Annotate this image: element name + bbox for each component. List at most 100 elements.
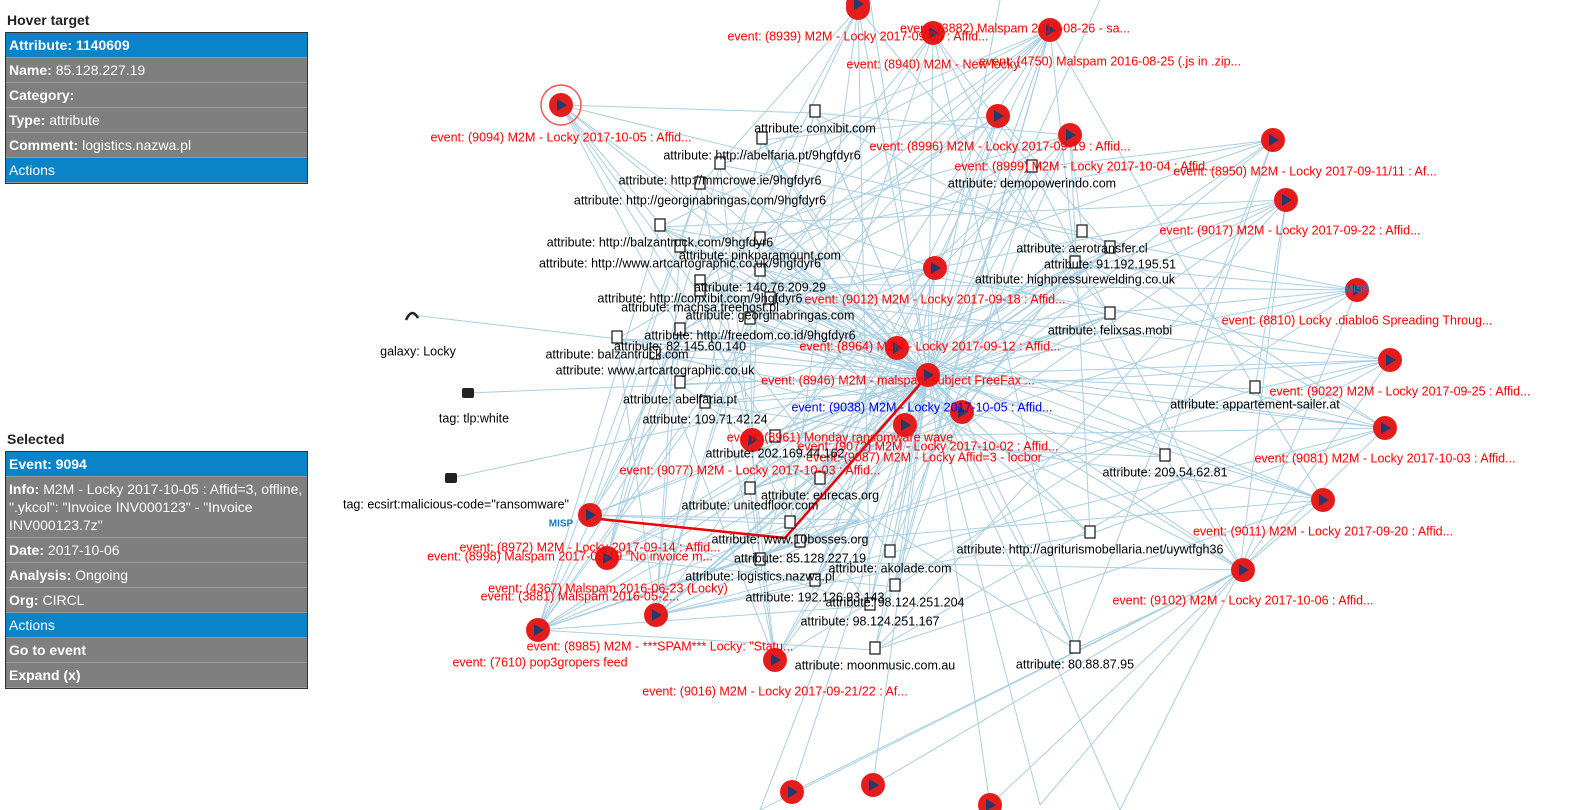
- event-label[interactable]: event: (8810) Locky .diablo6 Spreading T…: [1222, 313, 1493, 327]
- action-item[interactable]: Expand (x): [6, 663, 307, 688]
- attribute-label[interactable]: attribute: moonmusic.com.au: [795, 658, 956, 672]
- edge: [749, 289, 1358, 491]
- attribute-label[interactable]: attribute: 209.54.62.81: [1102, 465, 1227, 479]
- attribute-label[interactable]: attribute: www.10bosses.org: [711, 532, 868, 546]
- event-icon: [603, 552, 613, 564]
- edge: [749, 319, 929, 376]
- edge: [927, 232, 1083, 376]
- event-label[interactable]: event: (8985) M2M - ***SPAM*** Locky: "S…: [527, 639, 794, 653]
- attribute-label[interactable]: attribute: 192.126.93.143: [745, 590, 884, 604]
- event-label[interactable]: event: (8940) M2M - New locky: [847, 57, 1021, 71]
- attribute-label[interactable]: attribute: logistics.nazwa.pl: [685, 569, 834, 583]
- event-label[interactable]: event: (9102) M2M - Locky 2017-10-06 : A…: [1112, 593, 1373, 607]
- edge: [889, 134, 1071, 554]
- edge: [791, 374, 929, 793]
- event-label[interactable]: event: (9077) M2M - Locky 2017-10-03 : A…: [619, 463, 880, 477]
- event-label[interactable]: event: (9012) M2M - Locky 2017-09-18 : A…: [804, 292, 1065, 306]
- event-label[interactable]: event: (7610) pop3gropers feed: [452, 655, 627, 669]
- edge: [1119, 569, 1241, 810]
- edge: [751, 439, 761, 562]
- attribute-label[interactable]: attribute: 202.169.44.162: [705, 446, 844, 460]
- attribute-label[interactable]: attribute: 80.88.87.95: [1016, 657, 1134, 671]
- event-label[interactable]: event: (9087) M2M - Locky Affid=3 - locb…: [806, 450, 1042, 464]
- attribute-label[interactable]: attribute: pinkparamount.com: [679, 248, 841, 262]
- event-label[interactable]: event: (8996) M2M - Locky 2017-09-19 : A…: [869, 139, 1130, 153]
- edge: [774, 519, 861, 661]
- attribute-label[interactable]: attribute: http://freedom.co.id/9hgfdyr6: [644, 328, 855, 342]
- attribute-label[interactable]: attribute: http://abelfaria.pt/9hgfdyr6: [663, 148, 860, 162]
- attribute-label[interactable]: attribute: 98.124.251.204: [825, 595, 964, 609]
- event-label[interactable]: event: (9016) M2M - Locky 2017-09-21/22 …: [642, 684, 907, 698]
- attribute-icon: [694, 176, 706, 190]
- attribute-label[interactable]: attribute: http://conxibit.com/9hgfdyr6: [598, 291, 803, 305]
- field-row: Date: 2017-10-06: [6, 538, 307, 563]
- attribute-label[interactable]: attribute: 91.192.195.51: [1044, 257, 1176, 271]
- attribute-label[interactable]: attribute: http://agriturismobellaria.ne…: [957, 542, 1224, 556]
- attribute-label[interactable]: attribute: 109.71.42.24: [642, 412, 767, 426]
- edge: [1164, 139, 1274, 458]
- attribute-label[interactable]: attribute: akolade.com: [829, 561, 952, 575]
- edge: [751, 439, 791, 525]
- event-label[interactable]: event: (3881) Malspam 2016-05-2...: [481, 589, 680, 603]
- attribute-label[interactable]: attribute: eurecas.org: [761, 488, 879, 502]
- attribute-label[interactable]: attribute: aerotransfer.cl: [1016, 241, 1147, 255]
- attribute-label[interactable]: attribute: 82.145.60.140: [614, 339, 746, 353]
- edge: [560, 104, 1091, 535]
- event-label[interactable]: event: (8964) M2M - Locky 2017-09-12 : A…: [799, 339, 1060, 353]
- event-label[interactable]: event: (9017) M2M - Locky 2017-09-22 : A…: [1159, 223, 1420, 237]
- event-label[interactable]: event: (9038) M2M - Locky 2017-10-05 : A…: [791, 400, 1052, 414]
- edge: [655, 519, 861, 616]
- event-label[interactable]: event: (8998) Malspam 2017-09-19 "No inv…: [427, 549, 713, 563]
- attribute-label[interactable]: attribute: 85.128.227.19: [734, 551, 866, 565]
- event-label[interactable]: event: (9011) M2M - Locky 2017-09-20 : A…: [1193, 524, 1453, 538]
- edge: [589, 514, 791, 525]
- event-label[interactable]: event: (4750) Malspam 2016-08-25 (.js in…: [979, 54, 1241, 68]
- attribute-label[interactable]: attribute: http://mmcrowe.ie/9hgfdyr6: [619, 173, 822, 187]
- event-label[interactable]: event: (8961) Monday ransomware wave: [727, 430, 954, 444]
- attribute-label[interactable]: attribute: demopowerindo.com: [948, 176, 1116, 190]
- attribute-label[interactable]: attribute: abelfaria.pt: [623, 392, 737, 406]
- attribute-label[interactable]: attribute: 140.76.209.29: [694, 280, 826, 294]
- attribute-icon: [654, 218, 666, 232]
- attribute-icon: [714, 156, 726, 170]
- attribute-label[interactable]: attribute: http://balzantruck.com/9hgfdy…: [547, 235, 774, 249]
- attribute-label[interactable]: attribute: georginabringas.com: [686, 308, 855, 322]
- tag-label[interactable]: tag: ecsirt:malicious-code="ransomware": [343, 497, 569, 511]
- field-key: Date:: [9, 542, 45, 558]
- event-label[interactable]: event: (8999) M2M - Locky 2017-10-04 : A…: [954, 159, 1215, 173]
- attribute-label[interactable]: attribute: highpressurewelding.co.uk: [975, 272, 1176, 286]
- attribute-icon: [649, 346, 661, 360]
- event-icon: [1046, 24, 1056, 36]
- attribute-label[interactable]: attribute: balzantruck.com: [545, 347, 688, 361]
- event-label[interactable]: event: (9022) M2M - Locky 2017-09-25 : A…: [1269, 384, 1530, 398]
- attribute-icon: [756, 131, 768, 145]
- edge: [659, 199, 1287, 228]
- attribute-icon: [699, 395, 711, 409]
- edge: [537, 299, 771, 631]
- attribute-label[interactable]: attribute: conxibit.com: [754, 121, 876, 135]
- event-label[interactable]: event: (9094) M2M - Locky 2017-10-05 : A…: [430, 130, 691, 144]
- attribute-label[interactable]: attribute: felixsas.mobi: [1048, 323, 1172, 337]
- event-label[interactable]: event: (9081) M2M - Locky 2017-10-03 : A…: [1254, 451, 1515, 465]
- event-label[interactable]: event: (8950) M2M - Locky 2017-09-11/11 …: [1173, 164, 1437, 178]
- edge: [894, 411, 963, 588]
- event-label[interactable]: event: (4367) Malspam 2016-06-23 (Locky): [488, 581, 728, 595]
- action-item[interactable]: Go to event: [6, 638, 307, 663]
- attribute-label[interactable]: attribute: http://www.artcartographic.co…: [539, 256, 821, 270]
- edge: [699, 282, 776, 661]
- attribute-label[interactable]: attribute: http://georginabringas.com/9h…: [574, 193, 826, 207]
- attribute-label[interactable]: attribute: www.artcartographic.co.uk: [556, 363, 755, 377]
- event-label[interactable]: event: (3882) Malspam 2016-08-26 - sa...: [900, 21, 1130, 35]
- attribute-label[interactable]: attribute: unitedfloor.com: [682, 498, 819, 512]
- attribute-label[interactable]: attribute: machsa.treehost.pl: [621, 300, 779, 314]
- event-label[interactable]: event: (8972) M2M - Locky 2017-09-14 : A…: [459, 540, 720, 554]
- tag-label[interactable]: tag: tlp:white: [439, 411, 509, 425]
- attribute-label[interactable]: attribute: 98.124.251.167: [800, 614, 939, 628]
- attribute-label[interactable]: attribute: appartement-sailer.at: [1170, 397, 1340, 411]
- event-label[interactable]: event: (8946) M2M - malspam subject Free…: [761, 373, 1035, 387]
- event-label[interactable]: event: (9072) M2M - Locky 2017-10-02 : A…: [797, 439, 1058, 453]
- event-label[interactable]: event: (8939) M2M - Locky 2017-09-05 : A…: [727, 29, 988, 43]
- edge: [1049, 29, 1076, 265]
- tag-label[interactable]: galaxy: Locky: [380, 344, 456, 358]
